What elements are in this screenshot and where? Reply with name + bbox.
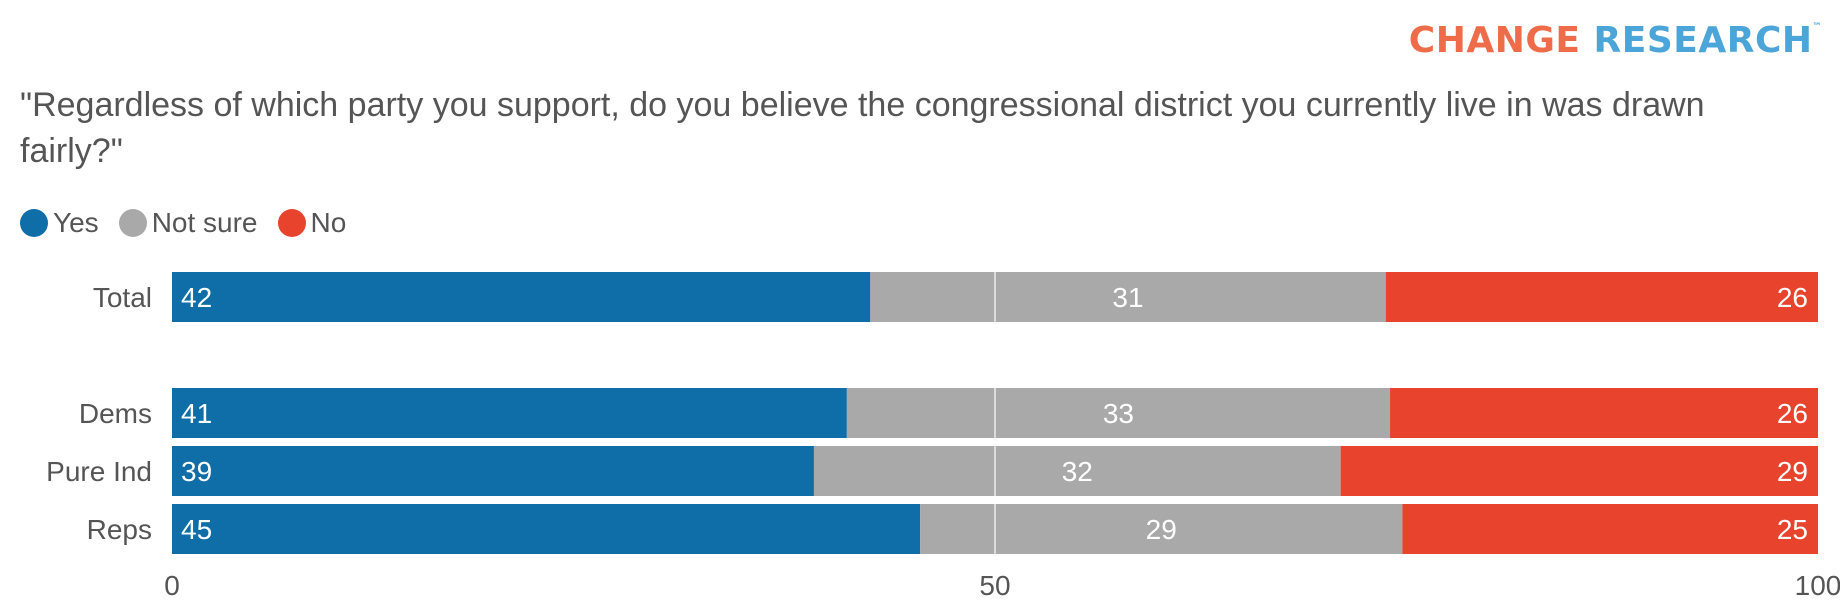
category-label: Dems bbox=[79, 398, 152, 429]
bar-yes-pure-ind bbox=[172, 446, 814, 496]
bar-no-reps bbox=[1402, 504, 1818, 554]
x-tick-label: 0 bbox=[164, 570, 180, 601]
chart-legend: Yes Not sure No bbox=[20, 207, 366, 239]
x-tick-label: 100 bbox=[1795, 570, 1840, 601]
legend-item-not-sure: Not sure bbox=[118, 207, 258, 239]
category-label: Pure Ind bbox=[46, 456, 152, 487]
legend-item-no: No bbox=[277, 207, 347, 239]
data-label: 26 bbox=[1777, 282, 1808, 313]
data-label: 33 bbox=[1103, 398, 1134, 429]
chart-title: "Regardless of which party you support, … bbox=[20, 86, 1705, 170]
bar-yes-total bbox=[172, 272, 871, 322]
bar-no-total bbox=[1385, 272, 1818, 322]
data-label: 29 bbox=[1777, 456, 1808, 487]
data-label: 42 bbox=[181, 282, 212, 313]
data-label: 25 bbox=[1777, 514, 1808, 545]
data-label: 39 bbox=[181, 456, 212, 487]
data-label: 26 bbox=[1777, 398, 1808, 429]
bar-not-sure-dems bbox=[846, 388, 1391, 438]
bar-not-sure-total bbox=[870, 272, 1386, 322]
legend-label: Yes bbox=[53, 207, 99, 238]
brand-trademark: ™ bbox=[1812, 22, 1822, 32]
bar-no-pure-ind bbox=[1340, 446, 1818, 496]
bar-yes-reps bbox=[172, 504, 921, 554]
bar-no-dems bbox=[1390, 388, 1818, 438]
bar-not-sure-pure-ind bbox=[813, 446, 1341, 496]
data-label: 32 bbox=[1062, 456, 1093, 487]
brand-word-change: CHANGE bbox=[1408, 20, 1581, 61]
bar-yes-dems bbox=[172, 388, 847, 438]
data-label: 31 bbox=[1112, 282, 1143, 313]
legend-swatch bbox=[20, 209, 48, 237]
category-label: Total bbox=[93, 282, 152, 313]
legend-swatch bbox=[277, 209, 306, 237]
data-label: 41 bbox=[181, 398, 212, 429]
bar-not-sure-reps bbox=[920, 504, 1403, 554]
data-label: 45 bbox=[181, 514, 212, 545]
legend-swatch bbox=[118, 209, 147, 237]
legend-label: Not sure bbox=[151, 207, 258, 238]
brand-word-research: RESEARCH bbox=[1593, 20, 1813, 61]
brand-logo: CHANGE RESEARCH™ bbox=[1409, 20, 1822, 61]
legend-item-yes: Yes bbox=[20, 207, 99, 239]
x-tick-label: 50 bbox=[979, 570, 1010, 601]
data-label: 29 bbox=[1146, 514, 1177, 545]
legend-label: No bbox=[310, 207, 347, 238]
category-label: Reps bbox=[87, 514, 152, 545]
